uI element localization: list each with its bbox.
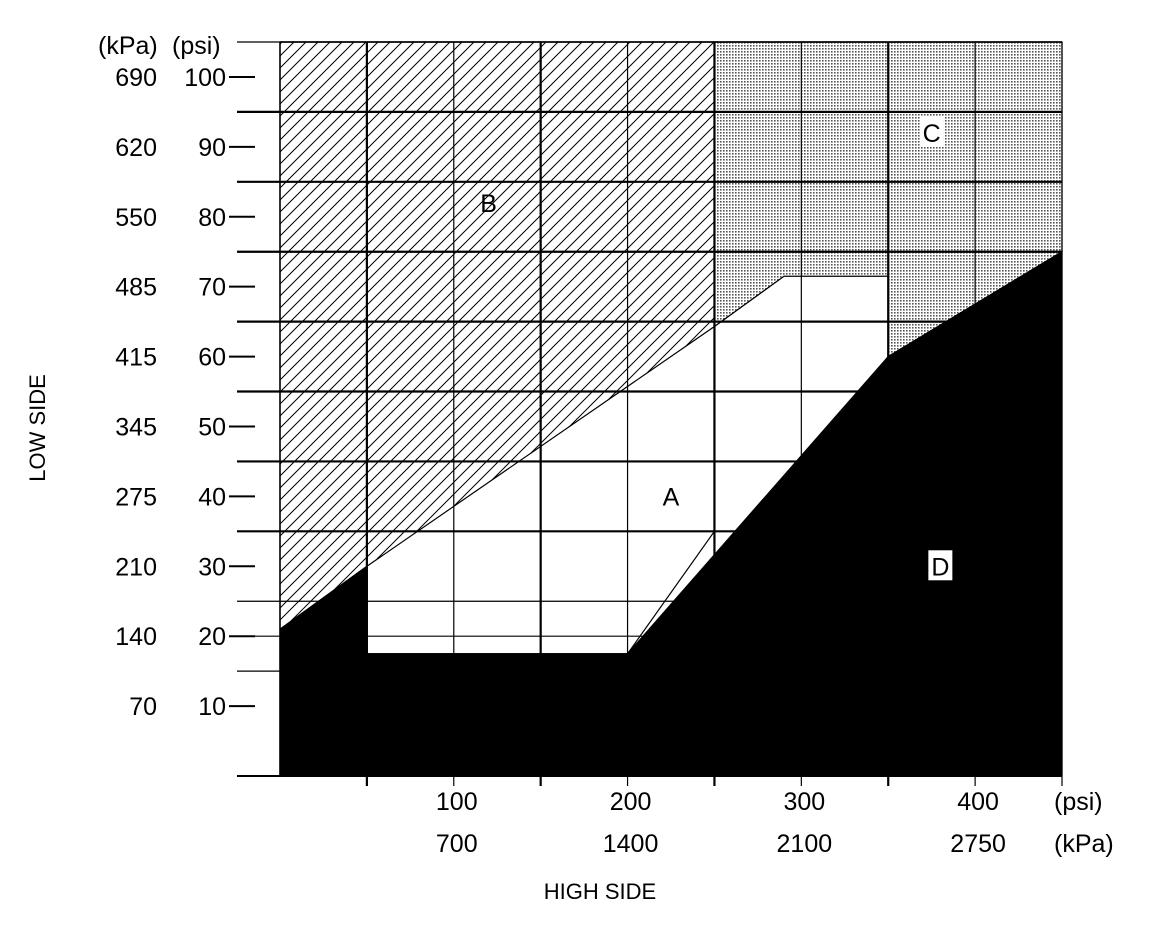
- x-tick-label-psi: 100: [436, 788, 478, 816]
- x-axis-title: HIGH SIDE: [544, 879, 656, 904]
- x-unit-kpa: (kPa): [1054, 830, 1114, 858]
- x-tick-label-kpa: 1400: [603, 830, 659, 858]
- y-tick-label-kpa: 550: [115, 204, 157, 232]
- y-tick-label-kpa: 345: [115, 413, 157, 441]
- y-tick-label-kpa: 620: [115, 134, 157, 162]
- y-tick-label-kpa: 210: [115, 553, 157, 581]
- y-tick-label-psi: 30: [198, 553, 226, 581]
- grid-layer: [237, 41, 1063, 786]
- x-unit-psi: (psi): [1054, 788, 1103, 816]
- x-tick-label-kpa: 2750: [950, 830, 1006, 858]
- x-tick-label-psi: 200: [610, 788, 652, 816]
- y-tick-label-psi: 40: [198, 483, 226, 511]
- region-label-a: A: [663, 483, 680, 511]
- region-label-b: B: [480, 190, 497, 218]
- regions-layer: [279, 41, 1063, 777]
- y-axis-title: LOW SIDE: [25, 374, 50, 482]
- ticks-layer: [229, 75, 255, 708]
- x-tick-label-kpa: 700: [436, 830, 478, 858]
- region-label-bg: [919, 116, 944, 147]
- y-tick-label-kpa: 690: [115, 64, 157, 92]
- x-tick-label-psi: 400: [957, 788, 999, 816]
- y-tick-label-psi: 10: [198, 693, 226, 721]
- y-unit-psi: (psi): [172, 32, 221, 60]
- y-tick-label-kpa: 140: [115, 623, 157, 651]
- y-tick-label-psi: 70: [198, 274, 226, 302]
- x-tick-label-psi: 300: [783, 788, 825, 816]
- y-tick-label-psi: 60: [198, 344, 226, 372]
- y-tick-label-psi: 90: [198, 134, 226, 162]
- y-tick-label-psi: 100: [184, 64, 226, 92]
- y-tick-label-kpa: 275: [115, 483, 157, 511]
- y-tick-label-kpa: 415: [115, 344, 157, 372]
- y-tick-label-psi: 80: [198, 204, 226, 232]
- x-tick-label-kpa: 2100: [777, 830, 833, 858]
- y-tick-label-kpa: 70: [129, 693, 157, 721]
- region-label-bg: [928, 550, 953, 581]
- y-unit-kpa: (kPa): [98, 32, 158, 60]
- y-tick-label-psi: 50: [198, 413, 226, 441]
- region-label-c: C: [923, 120, 941, 148]
- y-tick-label-kpa: 485: [115, 274, 157, 302]
- y-tick-label-psi: 20: [198, 623, 226, 651]
- region-label-d: D: [931, 553, 949, 581]
- region-b: [279, 41, 716, 631]
- labels-layer: 100 690 90 620 80 550 70 485 60 415 50 345 40 275 30 21…: [25, 32, 1114, 904]
